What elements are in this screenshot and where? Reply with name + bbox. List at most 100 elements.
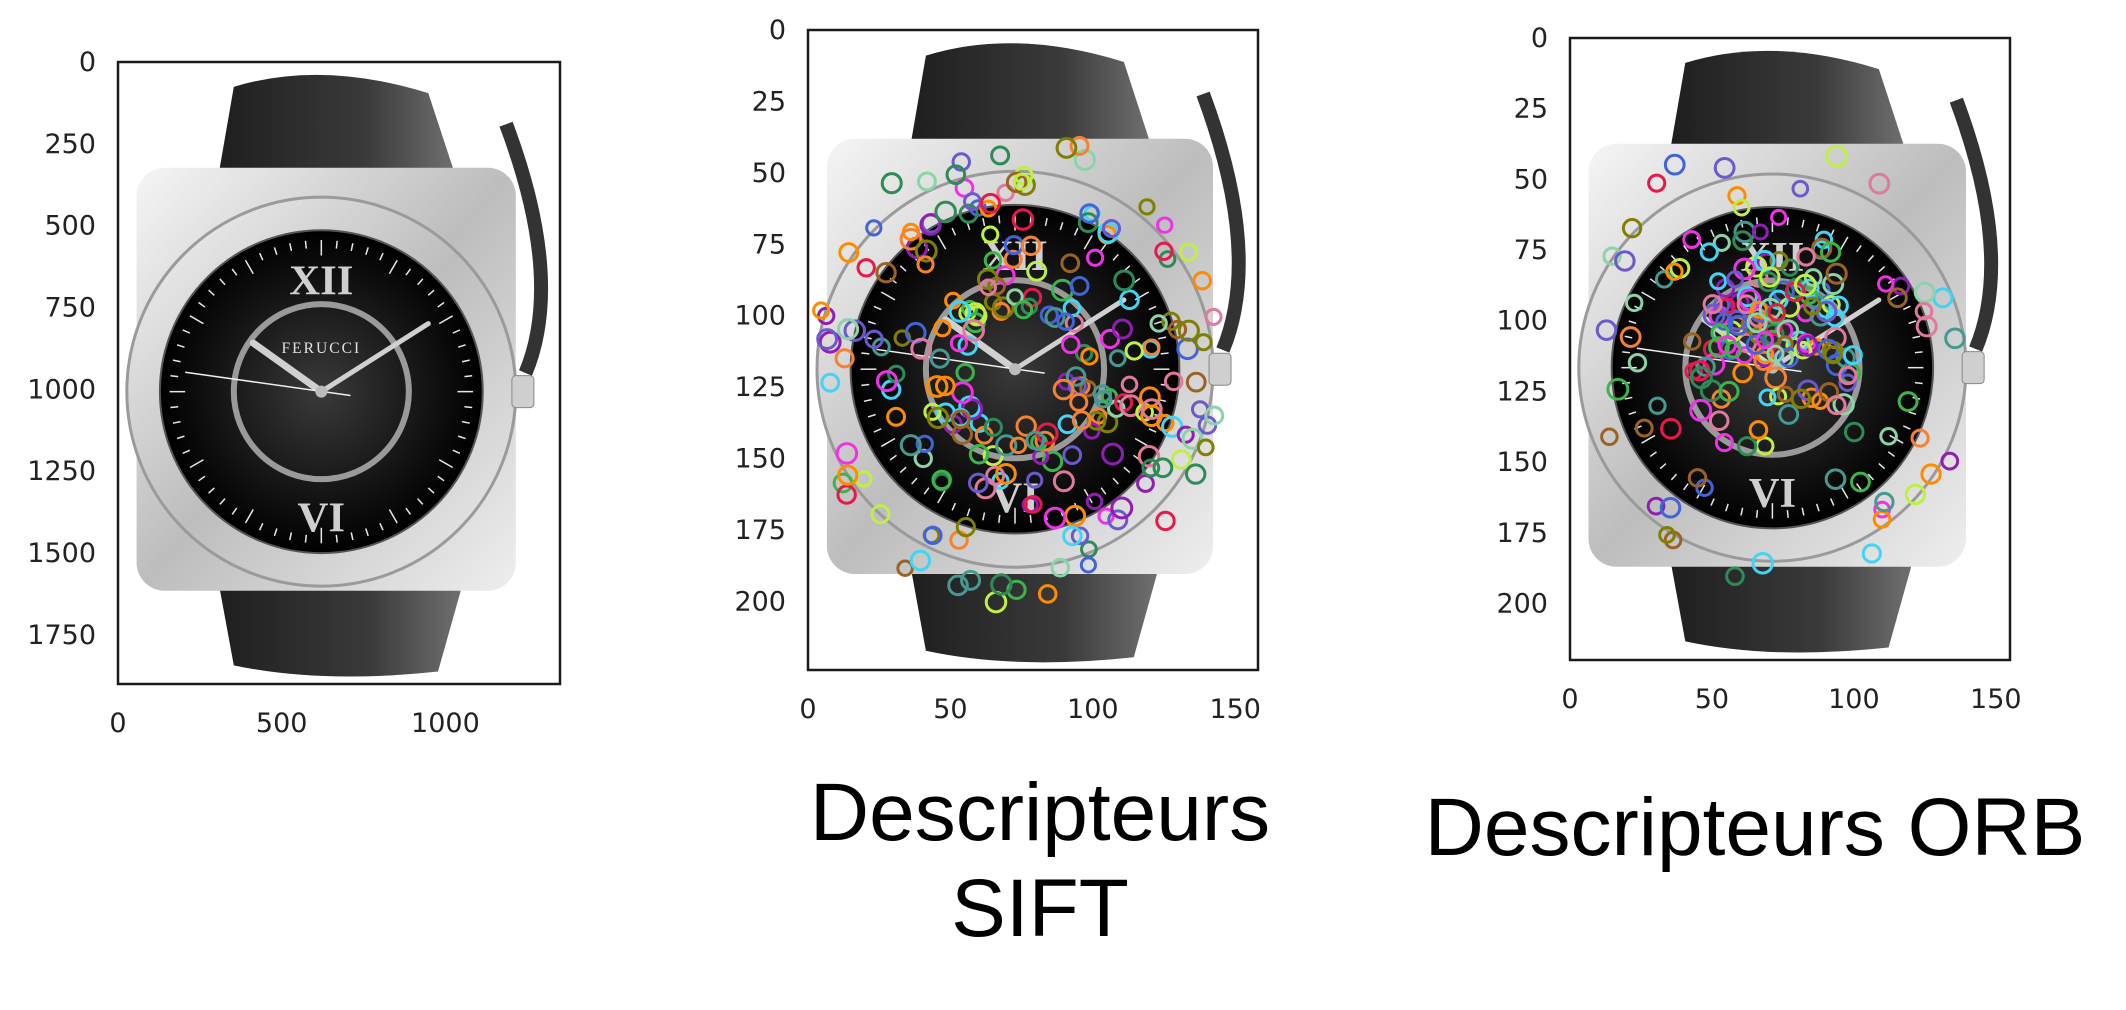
dial-tick bbox=[1624, 396, 1633, 400]
original-ytick-label: 500 bbox=[44, 211, 96, 242]
keypoint-marker bbox=[1648, 396, 1667, 415]
dial-tick bbox=[219, 498, 226, 505]
orb-ytick-label: 0 bbox=[1531, 23, 1548, 54]
dial-tick bbox=[1044, 217, 1048, 227]
dial-tick bbox=[335, 240, 338, 249]
dial-tick bbox=[304, 240, 308, 249]
keypoint-marker bbox=[820, 372, 841, 393]
orb-ytick-label: 25 bbox=[1514, 94, 1548, 125]
sift-ytick-label: 0 bbox=[769, 15, 786, 46]
keypoint-marker bbox=[945, 164, 967, 185]
keypoint-marker bbox=[1689, 366, 1713, 390]
dial-tick bbox=[861, 383, 870, 387]
dial-tick bbox=[1908, 411, 1917, 416]
keypoint-marker bbox=[1682, 332, 1702, 351]
strap-loop bbox=[1196, 91, 1246, 353]
keypoint-marker bbox=[1080, 347, 1099, 366]
dial-tick bbox=[417, 278, 424, 286]
keypoint-marker bbox=[1111, 318, 1133, 340]
keypoint-marker bbox=[1746, 312, 1768, 334]
dial-tick bbox=[1867, 254, 1875, 262]
keypoint-marker bbox=[1022, 287, 1043, 308]
keypoint-marker bbox=[1803, 268, 1823, 287]
keypoint-marker bbox=[1062, 445, 1083, 466]
sift-ytick-label: 150 bbox=[734, 444, 786, 475]
dial-tick bbox=[1856, 483, 1862, 491]
keypoint-marker bbox=[909, 549, 932, 572]
dial-tick bbox=[937, 488, 947, 504]
dial-tick bbox=[889, 454, 897, 461]
dial-tick bbox=[998, 514, 1001, 523]
dial-tick bbox=[861, 352, 870, 355]
keypoint-marker bbox=[1791, 179, 1810, 198]
keypoint-marker bbox=[915, 434, 934, 454]
keypoint-marker bbox=[1915, 315, 1938, 338]
orb-axes-frame bbox=[1568, 36, 2012, 662]
keypoint-marker bbox=[1718, 380, 1740, 402]
sift-ytick-label: 75 bbox=[752, 229, 786, 260]
keypoint-marker bbox=[968, 444, 990, 465]
dial-tick bbox=[464, 375, 473, 378]
watch-crown bbox=[1208, 352, 1232, 386]
keypoint-marker bbox=[1832, 393, 1855, 416]
keypoint-marker bbox=[1708, 410, 1730, 431]
dial-tick bbox=[1755, 217, 1759, 226]
dial-tick bbox=[1670, 473, 1678, 481]
keypoint-marker bbox=[1140, 398, 1163, 420]
dial-tick bbox=[1755, 510, 1759, 518]
keypoint-marker bbox=[951, 152, 971, 172]
dial-tick bbox=[365, 528, 369, 537]
dial-tick bbox=[880, 291, 896, 301]
keypoint-marker bbox=[958, 203, 979, 224]
keypoint-marker bbox=[1769, 387, 1788, 406]
sift-ytick-label: 125 bbox=[734, 372, 786, 403]
dial-tick bbox=[182, 329, 191, 334]
dial-tick bbox=[1123, 466, 1131, 474]
keypoint-marker bbox=[976, 268, 999, 290]
keypoint-marker bbox=[896, 559, 914, 577]
keypoint-marker bbox=[1011, 208, 1035, 231]
keypoint-marker bbox=[1005, 171, 1028, 194]
keypoint-marker bbox=[1037, 584, 1058, 604]
keypoint-marker bbox=[880, 172, 903, 195]
dial-tick bbox=[1696, 484, 1706, 499]
keypoint-marker bbox=[1184, 463, 1207, 485]
dial-tick bbox=[258, 252, 264, 261]
keypoint-marker bbox=[1093, 389, 1113, 409]
dial-tick bbox=[176, 435, 185, 440]
keypoint-marker bbox=[1877, 275, 1895, 293]
keypoint-marker bbox=[1825, 262, 1848, 285]
keypoint-marker bbox=[1732, 362, 1754, 384]
keypoint-marker bbox=[1796, 334, 1819, 357]
watch-crown bbox=[511, 375, 535, 409]
keypoint-marker bbox=[995, 462, 1017, 485]
original-ytick-label: 1750 bbox=[27, 620, 96, 651]
keypoint-marker bbox=[1185, 371, 1207, 393]
hand-pivot bbox=[1009, 363, 1021, 376]
orb-xtick-label: 50 bbox=[1695, 684, 1729, 715]
keypoint-marker bbox=[934, 200, 957, 224]
sift-xtick-label: 0 bbox=[799, 694, 816, 725]
dial-tick bbox=[198, 475, 206, 482]
dial-tick bbox=[457, 344, 466, 348]
keypoint-marker bbox=[1181, 427, 1204, 450]
keypoint-marker bbox=[1751, 223, 1769, 241]
keypoint-marker bbox=[1090, 407, 1108, 425]
dial-tick bbox=[982, 512, 986, 521]
dial-tick bbox=[863, 398, 872, 403]
keypoint-marker bbox=[1141, 458, 1161, 478]
keypoint-marker bbox=[1843, 421, 1865, 443]
keypoint-marker bbox=[1758, 388, 1777, 407]
dial-tick bbox=[1839, 236, 1849, 251]
keypoint-marker bbox=[923, 402, 942, 421]
keypoint-marker bbox=[1695, 356, 1716, 377]
keypoint-marker bbox=[1627, 353, 1648, 373]
keypoint-marker bbox=[1176, 425, 1195, 444]
keypoint-marker bbox=[1138, 198, 1156, 216]
dial-tick bbox=[1829, 498, 1835, 506]
keypoint-marker bbox=[1149, 314, 1168, 333]
dial-tick bbox=[208, 487, 215, 494]
sift-xtick-label: 150 bbox=[1209, 694, 1261, 725]
keypoint-marker bbox=[1732, 198, 1751, 217]
